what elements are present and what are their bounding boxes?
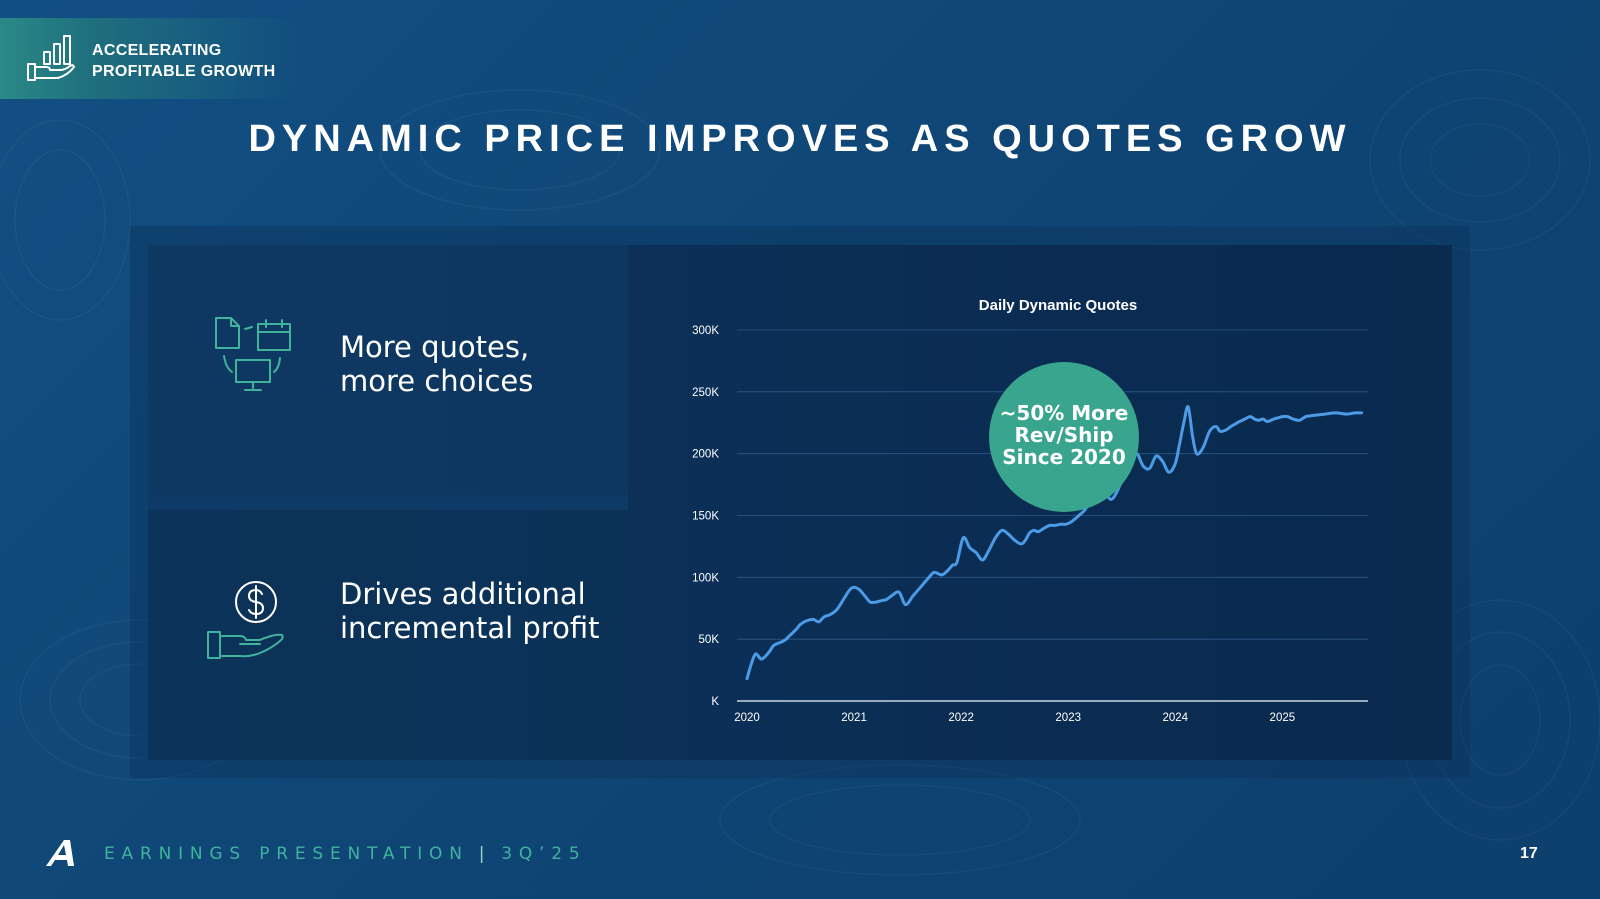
footer-label: EARNINGS PRESENTATION | 3Q’25: [104, 844, 587, 864]
brand-banner: ACCELERATING PROFITABLE GROWTH: [0, 18, 300, 99]
growth-bars-hand-icon: [27, 35, 75, 81]
daily-dynamic-quotes-chart: Daily Dynamic Quotes K 50K 100K 150K 200K 250…: [692, 297, 1368, 724]
x-tick-label: 2023: [1055, 712, 1081, 724]
page-title: DYNAMIC PRICE IMPROVES AS QUOTES GROW: [248, 118, 1352, 160]
series-line-daily-quotes: [745, 405, 1364, 681]
company-logo-icon: [46, 840, 74, 866]
card1-line-1: More quotes,: [340, 330, 530, 364]
y-tick-label: 100K: [692, 572, 719, 584]
footer-separator: |: [478, 844, 492, 864]
y-tick-label: 50K: [699, 634, 720, 646]
x-tick-label: 2021: [841, 712, 867, 724]
y-tick-label: 150K: [692, 511, 719, 523]
documents-calendar-monitor-icon: [215, 317, 291, 391]
page-number: 17: [1520, 845, 1538, 862]
x-tick-label: 2025: [1270, 712, 1296, 724]
y-tick-label: 300K: [692, 325, 719, 337]
card2-line-2: incremental profit: [340, 611, 600, 645]
callout-line-3: Since 2020: [1002, 445, 1126, 469]
callout-bubble: ~50% More Rev/Ship Since 2020: [989, 362, 1139, 512]
chart-title: Daily Dynamic Quotes: [979, 297, 1137, 314]
y-tick-label: K: [711, 696, 719, 708]
brand-line-1: ACCELERATING: [92, 42, 222, 59]
x-tick-label: 2020: [734, 712, 760, 724]
card2-line-1: Drives additional: [340, 577, 586, 611]
footer-period: 3Q’25: [501, 844, 587, 864]
y-tick-label: 200K: [692, 449, 719, 461]
callout-circle: [989, 362, 1139, 512]
y-tick-label: 250K: [692, 387, 719, 399]
footer-presentation: EARNINGS PRESENTATION: [104, 844, 469, 864]
callout-line-1: ~50% More: [1000, 401, 1129, 425]
x-tick-label: 2024: [1162, 712, 1188, 724]
brand-line-2: PROFITABLE GROWTH: [92, 63, 276, 80]
card-divider: [148, 495, 628, 510]
card-more-quotes: [148, 245, 628, 495]
dollar-hand-icon: [207, 581, 284, 659]
x-tick-label: 2022: [948, 712, 974, 724]
callout-line-2: Rev/Ship: [1014, 423, 1113, 447]
card1-line-2: more choices: [340, 364, 534, 398]
